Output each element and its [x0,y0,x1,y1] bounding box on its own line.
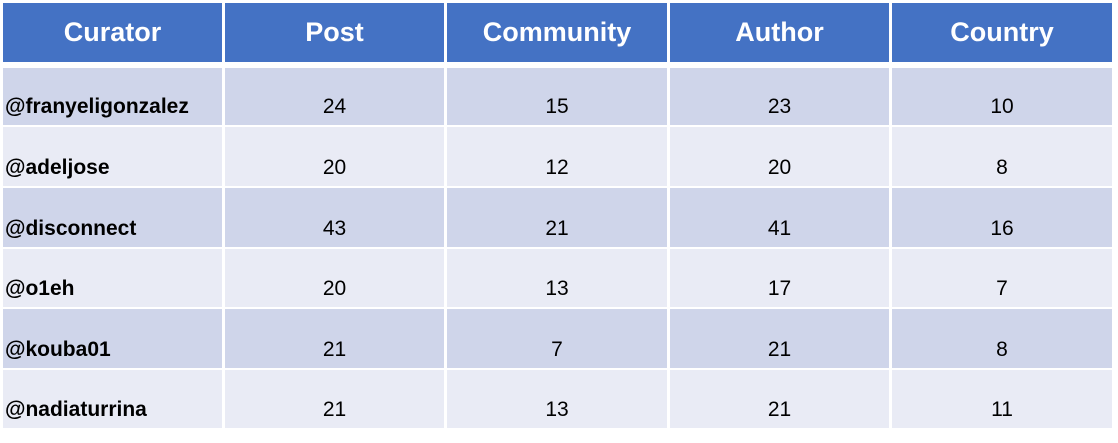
count-cell: 24 [225,68,444,125]
header-cell: Curator [3,3,222,62]
count-cell: 21 [225,370,444,428]
curator-name: @disconnect [3,188,222,247]
count-cell: 16 [892,188,1112,247]
curator-name: @franyeligonzalez [3,68,222,125]
count-cell: 20 [225,127,444,186]
header-cell: Author [670,3,889,62]
curator-name: @o1eh [3,249,222,307]
count-cell: 8 [892,309,1112,368]
curator-name: @kouba01 [3,309,222,368]
count-cell: 15 [447,68,667,125]
count-cell: 7 [892,249,1112,307]
curator-name: @nadiaturrina [3,370,222,428]
count-cell: 20 [670,127,889,186]
count-cell: 13 [447,249,667,307]
count-cell: 10 [892,68,1112,125]
count-cell: 11 [892,370,1112,428]
count-cell: 21 [670,309,889,368]
count-cell: 21 [447,188,667,247]
count-cell: 21 [670,370,889,428]
count-cell: 23 [670,68,889,125]
count-cell: 20 [225,249,444,307]
count-cell: 7 [447,309,667,368]
header-cell: Country [892,3,1112,62]
count-cell: 21 [225,309,444,368]
count-cell: 43 [225,188,444,247]
header-cell: Community [447,3,667,62]
header-cell: Post [225,3,444,62]
count-cell: 17 [670,249,889,307]
curator-name: @adeljose [3,127,222,186]
count-cell: 41 [670,188,889,247]
count-cell: 12 [447,127,667,186]
count-cell: 13 [447,370,667,428]
count-cell: 8 [892,127,1112,186]
